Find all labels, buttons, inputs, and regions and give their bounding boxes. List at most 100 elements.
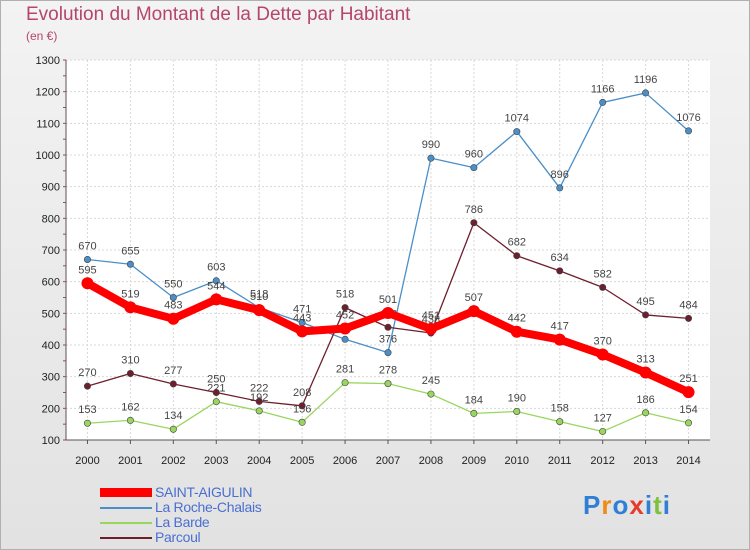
data-point-la-barde: [470, 409, 478, 417]
data-label-la-barde: 190: [508, 393, 526, 405]
data-label-la-roche-chalais: 471: [293, 304, 311, 316]
data-label-saint-aigulin: 483: [164, 300, 182, 312]
data-label-parcoul: 634: [551, 252, 569, 264]
data-point-la-roche-chalais: [341, 335, 349, 343]
data-label-la-roche-chalais: 1076: [676, 112, 700, 124]
logo-letter: i: [644, 490, 654, 520]
data-point-la-barde: [427, 390, 435, 398]
data-point-parcoul: [642, 311, 650, 319]
logo-letter: t: [653, 490, 663, 520]
data-point-saint-aigulin: [424, 322, 437, 335]
y-tick-label: 1200: [36, 87, 60, 99]
data-point-la-barde: [384, 380, 392, 388]
legend-label-saint-aigulin: SAINT-AIGULIN: [155, 484, 253, 500]
data-point-parcoul: [470, 219, 478, 227]
data-point-la-barde: [126, 416, 134, 424]
data-point-parcoul: [685, 314, 693, 322]
x-tick-label: 2000: [75, 455, 99, 467]
data-point-la-barde: [169, 425, 177, 433]
data-point-saint-aigulin: [124, 301, 137, 314]
data-label-saint-aigulin: 417: [551, 321, 569, 333]
data-label-saint-aigulin: 501: [379, 294, 397, 306]
data-label-la-roche-chalais: 518: [250, 289, 268, 301]
y-tick-label: 100: [42, 435, 60, 447]
data-point-saint-aigulin: [210, 293, 223, 306]
legend-swatch-la-barde: [100, 522, 152, 524]
data-point-saint-aigulin: [339, 322, 352, 335]
data-point-la-barde: [642, 409, 650, 417]
data-label-saint-aigulin: 595: [78, 264, 96, 276]
y-tick-label: 900: [42, 182, 60, 194]
data-label-la-barde: 184: [465, 394, 483, 406]
data-point-parcoul: [212, 388, 220, 396]
x-tick-label: 2011: [548, 455, 572, 467]
data-label-saint-aigulin: 443: [293, 312, 311, 324]
data-label-la-barde: 134: [164, 410, 182, 422]
x-tick-label: 2003: [204, 455, 228, 467]
data-point-la-barde: [685, 419, 693, 427]
data-label-la-barde: 127: [593, 412, 611, 424]
data-label-la-barde: 153: [78, 404, 96, 416]
data-label-saint-aigulin: 452: [336, 310, 354, 322]
data-label-la-barde: 162: [121, 401, 139, 413]
data-label-la-barde: 245: [422, 375, 440, 387]
data-label-la-roche-chalais: 550: [164, 279, 182, 291]
logo-letter: x: [629, 490, 645, 520]
data-point-saint-aigulin: [296, 325, 309, 338]
data-label-la-roche-chalais: 1196: [634, 74, 658, 86]
data-label-la-roche-chalais: 1166: [591, 83, 615, 95]
data-point-saint-aigulin: [596, 348, 609, 361]
proxiti-logo: Proxiti: [583, 490, 671, 521]
data-point-la-roche-chalais: [556, 184, 564, 192]
y-tick-label: 200: [42, 403, 60, 415]
legend-swatch-la-roche-chalais: [100, 507, 152, 509]
data-point-saint-aigulin: [81, 277, 94, 290]
x-tick-label: 2001: [118, 455, 142, 467]
legend-swatch-parcoul: [100, 537, 152, 539]
data-point-la-barde: [513, 407, 521, 415]
data-point-la-barde: [212, 398, 220, 406]
y-tick-label: 1300: [36, 55, 60, 67]
data-label-saint-aigulin: 519: [121, 288, 139, 300]
data-label-parcoul: 682: [508, 237, 526, 249]
data-point-parcoul: [169, 380, 177, 388]
y-tick-label: 600: [42, 277, 60, 289]
data-label-la-roche-chalais: 670: [78, 241, 96, 253]
data-point-la-barde: [599, 427, 607, 435]
x-tick-label: 2002: [161, 455, 185, 467]
data-point-parcoul: [83, 382, 91, 390]
data-point-parcoul: [556, 267, 564, 275]
legend-label-la-barde: La Barde: [155, 514, 210, 530]
data-label-la-roche-chalais: 960: [465, 149, 483, 161]
data-point-la-roche-chalais: [83, 255, 91, 263]
y-tick-label: 800: [42, 213, 60, 225]
data-label-la-roche-chalais: 376: [379, 334, 397, 346]
data-point-saint-aigulin: [639, 366, 652, 379]
logo-letter: i: [662, 490, 671, 520]
x-tick-label: 2004: [247, 455, 271, 467]
data-label-parcoul: 786: [465, 204, 483, 216]
y-tick-label: 300: [42, 372, 60, 384]
data-label-la-barde: 186: [636, 394, 654, 406]
x-tick-label: 2014: [676, 455, 700, 467]
data-point-parcoul: [255, 397, 263, 405]
data-label-la-barde: 158: [551, 403, 569, 415]
data-point-saint-aigulin: [253, 304, 266, 317]
x-tick-label: 2012: [590, 455, 614, 467]
data-point-parcoul: [341, 304, 349, 312]
data-label-la-roche-chalais: 1074: [505, 113, 529, 125]
legend-label-parcoul: Parcoul: [155, 529, 201, 545]
data-point-la-roche-chalais: [685, 127, 693, 135]
y-tick-label: 1100: [36, 118, 60, 130]
data-label-parcoul: 208: [293, 387, 311, 399]
data-label-la-barde: 278: [379, 365, 397, 377]
data-point-la-roche-chalais: [212, 277, 220, 285]
chart-title: Evolution du Montant de la Dette par Hab…: [26, 4, 411, 25]
x-tick-label: 2009: [462, 455, 486, 467]
x-tick-label: 2005: [290, 455, 314, 467]
x-tick-label: 2010: [505, 455, 529, 467]
data-label-la-barde: 281: [336, 364, 354, 376]
y-tick-label: 700: [42, 245, 60, 257]
data-label-saint-aigulin: 510: [250, 291, 268, 303]
data-point-parcoul: [298, 402, 306, 410]
